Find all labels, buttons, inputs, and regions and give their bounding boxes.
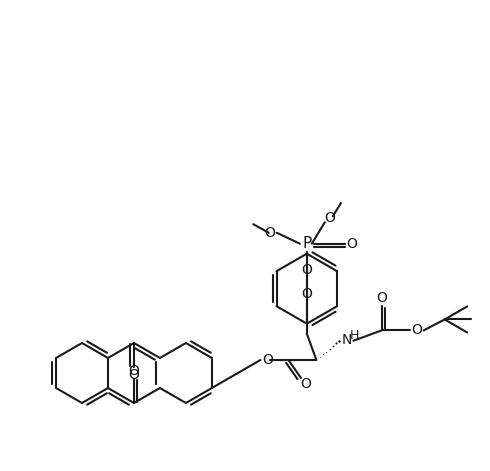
Text: O: O xyxy=(346,237,357,251)
Text: P: P xyxy=(302,236,312,251)
Text: O: O xyxy=(324,211,335,225)
Text: O: O xyxy=(376,292,387,306)
Text: O: O xyxy=(301,263,312,276)
Text: N: N xyxy=(342,333,352,347)
Text: O: O xyxy=(411,324,422,337)
Text: O: O xyxy=(128,368,139,382)
Text: O: O xyxy=(300,377,312,391)
Text: H: H xyxy=(349,329,359,342)
Text: O: O xyxy=(128,364,139,378)
Text: O: O xyxy=(262,353,273,367)
Text: O: O xyxy=(301,287,312,300)
Text: O: O xyxy=(264,226,275,240)
